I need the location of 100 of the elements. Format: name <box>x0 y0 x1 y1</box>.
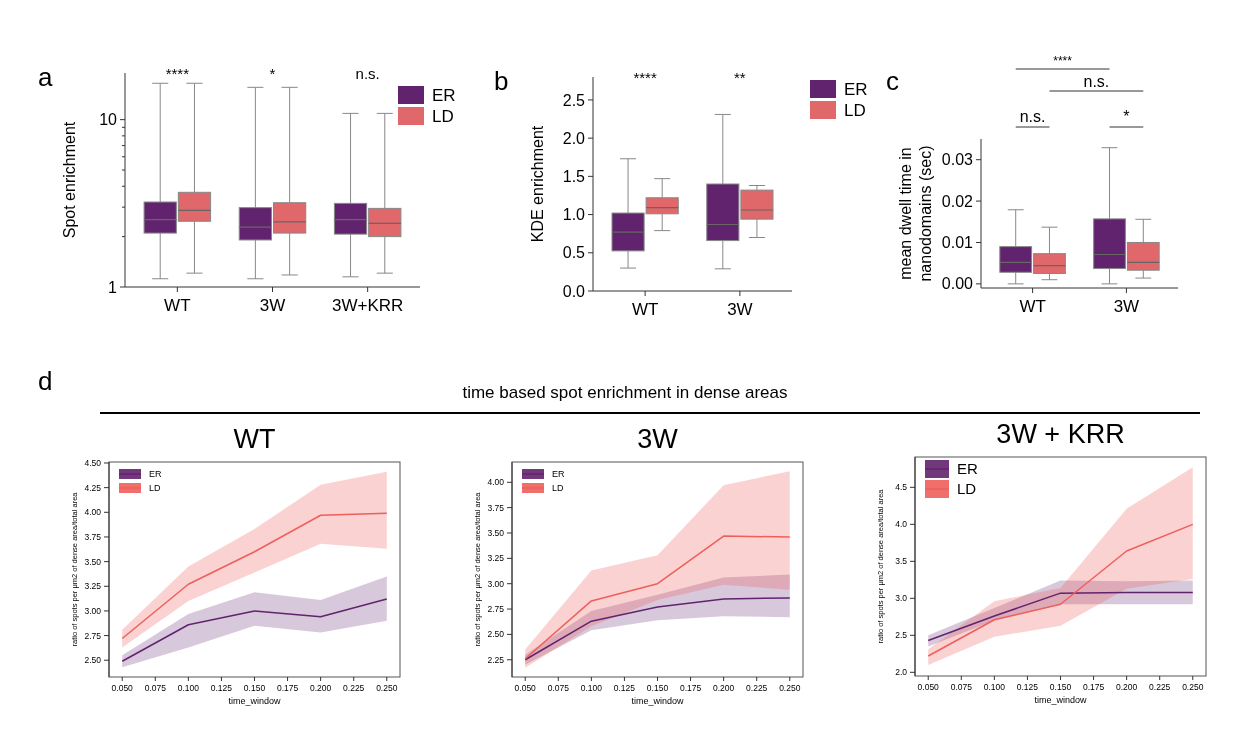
annotation: **** <box>633 69 657 86</box>
x-tick-label: WT <box>1019 297 1046 316</box>
x-tick-label: 0.075 <box>547 683 570 693</box>
y-tick-label: 0.01 <box>941 234 974 252</box>
y-tick-label: 3.50 <box>487 527 505 538</box>
legend-label: LD <box>552 483 565 494</box>
text: time based spot enrichment in dense areas <box>462 383 788 402</box>
x-tick-label: 0.175 <box>679 683 702 693</box>
annotation: **** <box>165 65 190 82</box>
x-tick-label: 0.200 <box>310 683 332 693</box>
y-tick-label: 2.50 <box>487 629 505 640</box>
y-tick-label: 3.75 <box>487 502 505 513</box>
x-tick-label: 0.050 <box>514 683 537 693</box>
line-series <box>121 512 388 640</box>
x-tick-label: 0.175 <box>1082 682 1105 692</box>
y-tick-label: 2.75 <box>487 604 505 615</box>
annotation: ** <box>734 69 746 86</box>
y-tick-label: 4.00 <box>84 507 102 518</box>
y-tick-label: 2.5 <box>562 91 586 109</box>
y-tick-label: 3.00 <box>487 578 505 589</box>
x-tick-label: 0.150 <box>646 683 669 693</box>
x-axis-title: time_window <box>1034 695 1088 705</box>
legend-label: ER <box>552 469 565 480</box>
y-tick-label: 4.00 <box>487 477 505 488</box>
y-tick-label: 3.25 <box>84 581 102 592</box>
line-series <box>927 523 1194 657</box>
x-tick-label: 3W <box>727 300 753 319</box>
x-tick-label: 0.250 <box>779 683 801 693</box>
y-tick-label: 2.50 <box>84 655 102 666</box>
legend-label: ER <box>957 460 978 478</box>
x-tick-label: 0.225 <box>746 683 768 693</box>
y-tick-label: 3.25 <box>487 553 505 564</box>
x-tick-label: 0.250 <box>1182 682 1204 692</box>
x-tick-label: WT <box>164 296 191 315</box>
x-tick-label: 0.225 <box>343 683 365 693</box>
x-tick-label: 3W <box>259 296 286 315</box>
legend-label: LD <box>149 483 162 494</box>
y-tick-label: 3.75 <box>84 531 102 542</box>
annotation: n.s. <box>355 65 380 82</box>
x-tick-label: 0.225 <box>1149 682 1171 692</box>
x-tick-label: 3W <box>1113 297 1140 316</box>
y-tick-label: 0.00 <box>941 275 974 293</box>
x-axis-title: time_window <box>631 696 685 706</box>
x-tick-label: 3W+KRR <box>332 296 404 315</box>
x-tick-label: 0.100 <box>177 683 200 693</box>
legend-label: LD <box>957 480 977 498</box>
y-tick-label: 0.0 <box>562 282 586 300</box>
line-series <box>927 591 1194 642</box>
line-series <box>524 597 791 661</box>
x-tick-label: 0.100 <box>580 683 603 693</box>
y-tick-label: 2.0 <box>895 667 908 678</box>
line-series <box>524 535 791 660</box>
x-tick-label: 0.050 <box>917 682 940 692</box>
text: a <box>38 62 53 92</box>
y-tick-label: 3.00 <box>84 605 102 616</box>
annotation: * <box>269 65 276 82</box>
y-tick-label: 0.5 <box>562 244 586 262</box>
legend-label: ER <box>149 469 162 480</box>
legend-label: LD <box>432 106 454 126</box>
text: * <box>1123 108 1130 125</box>
y-tick-label: 2.5 <box>895 630 908 641</box>
chart-title: 3W <box>637 424 679 454</box>
y-tick-label: 4.50 <box>84 457 102 468</box>
legend-label: LD <box>844 100 866 120</box>
text: n.s. <box>1083 73 1110 90</box>
text: c <box>886 66 899 96</box>
x-tick-label: 0.250 <box>376 683 398 693</box>
text: **** <box>1053 54 1073 68</box>
x-tick-label: 0.125 <box>210 683 233 693</box>
y-axis-title: mean dwell time in nanodomains (sec) <box>897 145 934 282</box>
line-series <box>121 598 388 662</box>
x-tick-label: 0.175 <box>276 683 299 693</box>
x-tick-label: 0.150 <box>243 683 266 693</box>
y-tick-label: 4.5 <box>895 482 908 493</box>
y-tick-label: 1.0 <box>562 206 586 224</box>
legend-label: ER <box>844 79 868 99</box>
y-tick-label: 1.5 <box>562 167 586 185</box>
x-tick-label: 0.075 <box>144 683 167 693</box>
chart-title: WT <box>233 424 276 454</box>
y-tick-label: 0.02 <box>941 192 974 210</box>
y-tick-label: 1 <box>108 278 118 296</box>
y-tick-label: 2.25 <box>487 654 505 665</box>
y-tick-label: 2.0 <box>562 129 586 147</box>
y-tick-label: 3.5 <box>895 556 908 567</box>
x-tick-label: 0.200 <box>1116 682 1138 692</box>
legend-label: ER <box>432 85 456 105</box>
y-tick-label: 4.25 <box>84 482 102 493</box>
text: b <box>494 66 509 96</box>
y-tick-label: 10 <box>99 111 118 129</box>
x-tick-label: 0.125 <box>1016 682 1039 692</box>
chart-title: 3W + KRR <box>996 419 1125 449</box>
text: n.s. <box>1019 108 1046 125</box>
x-tick-label: WT <box>631 300 659 319</box>
text: d <box>38 366 53 396</box>
x-tick-label: 0.075 <box>950 682 973 692</box>
x-tick-label: 0.150 <box>1049 682 1072 692</box>
x-tick-label: 0.050 <box>111 683 134 693</box>
x-tick-label: 0.125 <box>613 683 636 693</box>
x-tick-label: 0.200 <box>713 683 735 693</box>
y-tick-label: 3.0 <box>895 593 908 604</box>
